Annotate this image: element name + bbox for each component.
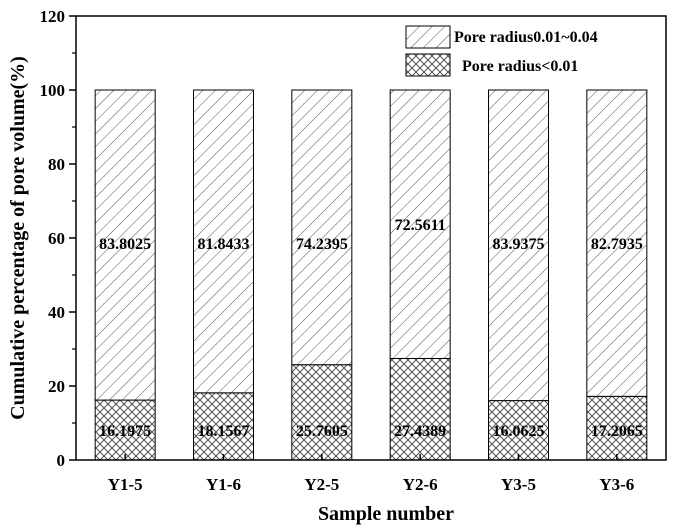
- y-tick-label-0: 0: [57, 451, 66, 470]
- bar-segment-upper-Y3-6: [586, 89, 648, 397]
- y-tick-label-40: 40: [48, 303, 65, 322]
- x-tick-label-Y2-6: Y2-6: [403, 475, 438, 494]
- y-tick-label-100: 100: [40, 81, 66, 100]
- y-axis-title: Cumulative percentage of pore volume(%): [7, 56, 29, 420]
- x-tick-label-Y3-6: Y3-6: [599, 475, 634, 494]
- bar-segment-lower-Y1-5: [94, 399, 156, 461]
- data-label-top-Y2-5: 74.2395: [296, 236, 348, 253]
- data-label-top-Y3-6: 82.7935: [591, 236, 643, 253]
- axes: [75, 15, 667, 461]
- data-label-bottom-Y1-5: 16.1975: [99, 423, 151, 440]
- y-tick-label-60: 60: [48, 229, 65, 248]
- bars-layer: [94, 89, 648, 461]
- legend-label-diagonal: Pore radius0.01~0.04: [454, 29, 598, 46]
- data-label-top-Y3-5: 83.9375: [493, 236, 545, 253]
- data-label-top-Y1-6: 81.8433: [198, 236, 250, 253]
- data-label-bottom-Y1-6: 18.1567: [198, 423, 250, 440]
- bar-segment-upper-Y1-5: [94, 89, 156, 401]
- bar-segment-upper-Y3-5: [488, 89, 549, 402]
- bar-segment-lower-Y2-6: [389, 357, 451, 461]
- x-tick-label-Y2-5: Y2-5: [304, 475, 339, 494]
- data-labels-layer: 16.1975 83.8025 18.1567 81.8433 25.7605 74.23…: [99, 217, 643, 440]
- x-axis-ticks: Y1-5 Y1-6 Y2-5 Y2-6 Y3-5 Y3-6: [108, 454, 634, 494]
- data-label-top-Y1-5: 83.8025: [99, 236, 151, 253]
- data-label-bottom-Y3-5: 16.0625: [493, 423, 545, 440]
- bar-segment-lower-Y2-5: [291, 364, 353, 461]
- x-tick-label-Y1-6: Y1-6: [206, 475, 241, 494]
- legend: Pore radius0.01~0.04 Pore radius<0.01: [405, 25, 598, 77]
- y-tick-label-20: 20: [48, 377, 65, 396]
- x-tick-label-Y1-5: Y1-5: [108, 475, 143, 494]
- legend-label-crosshatch: Pore radius<0.01: [462, 58, 578, 75]
- y-tick-label-80: 80: [48, 155, 65, 174]
- bar-segment-lower-Y3-6: [586, 395, 648, 461]
- bar-segment-lower-Y3-5: [488, 400, 549, 461]
- data-label-bottom-Y2-6: 27.4389: [394, 423, 446, 440]
- legend-swatch-crosshatch: [405, 53, 451, 77]
- bar-segment-upper-Y2-5: [291, 89, 353, 366]
- data-label-bottom-Y3-6: 17.2065: [591, 423, 643, 440]
- bar-segment-upper-Y1-6: [193, 89, 254, 394]
- plot-frame: [75, 15, 667, 461]
- legend-swatch-diagonal: [405, 25, 451, 49]
- data-label-top-Y2-6: 72.5611: [395, 217, 446, 234]
- x-axis-title: Sample number: [318, 503, 454, 525]
- data-label-bottom-Y2-5: 25.7605: [296, 423, 348, 440]
- bar-segment-upper-Y2-6: [389, 89, 451, 359]
- x-tick-label-Y3-5: Y3-5: [501, 475, 536, 494]
- y-axis-ticks: 0 20 40 60 80 100 120: [40, 7, 76, 470]
- y-tick-label-120: 120: [40, 7, 66, 26]
